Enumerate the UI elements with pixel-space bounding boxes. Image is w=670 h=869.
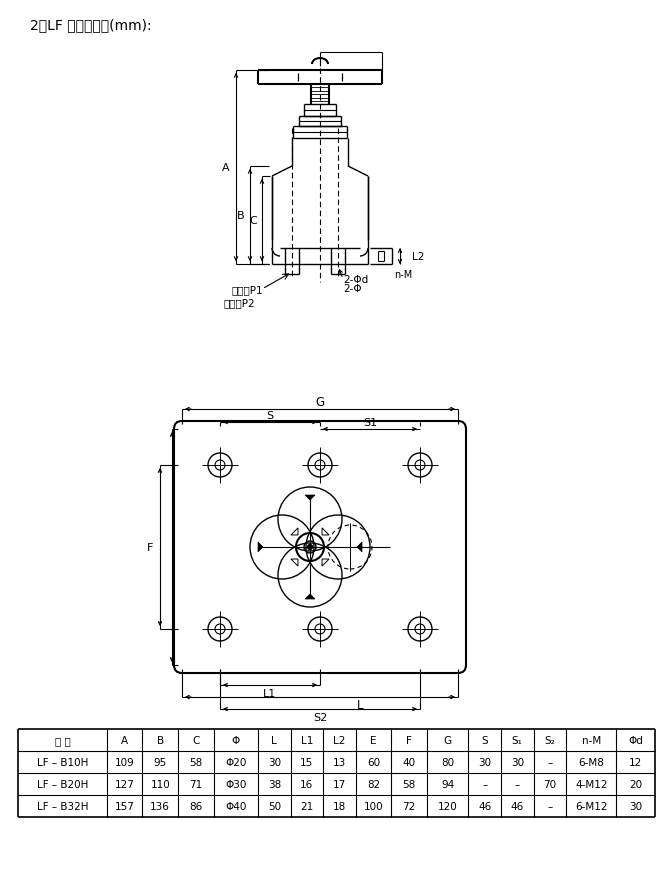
Text: n-M: n-M (582, 735, 601, 745)
Polygon shape (305, 495, 315, 501)
Text: L2: L2 (333, 735, 346, 745)
Text: S₂: S₂ (545, 735, 555, 745)
Polygon shape (357, 542, 362, 553)
Text: 72: 72 (403, 801, 415, 811)
Text: n-M: n-M (394, 269, 412, 280)
Text: 出油口P2: 出油口P2 (224, 298, 256, 308)
Text: 12: 12 (629, 757, 643, 767)
Text: A: A (121, 735, 128, 745)
Text: S2: S2 (313, 713, 327, 722)
Text: 13: 13 (333, 757, 346, 767)
Text: L1: L1 (301, 735, 313, 745)
Text: 30: 30 (268, 757, 281, 767)
Text: 80: 80 (441, 757, 454, 767)
Text: 71: 71 (189, 779, 202, 789)
Text: 4-M12: 4-M12 (575, 779, 608, 789)
Text: S: S (267, 410, 273, 421)
Text: A: A (222, 163, 230, 173)
Text: 30: 30 (629, 801, 643, 811)
Text: 型 号: 型 号 (54, 735, 70, 745)
Text: 17: 17 (333, 779, 346, 789)
Text: 40: 40 (403, 757, 415, 767)
Polygon shape (258, 542, 263, 553)
Text: 46: 46 (478, 801, 491, 811)
Text: –: – (547, 757, 553, 767)
Text: Φd: Φd (628, 735, 643, 745)
Text: 60: 60 (367, 757, 380, 767)
Text: C: C (249, 216, 257, 226)
Text: G: G (316, 396, 324, 409)
Text: LF – B20H: LF – B20H (37, 779, 88, 789)
Text: 18: 18 (333, 801, 346, 811)
Text: 109: 109 (115, 757, 135, 767)
Text: Φ20: Φ20 (225, 757, 247, 767)
Text: 进油口P1: 进油口P1 (232, 285, 263, 295)
Text: 6-M12: 6-M12 (575, 801, 608, 811)
Text: 86: 86 (189, 801, 202, 811)
Text: 20: 20 (629, 779, 643, 789)
Text: 38: 38 (267, 779, 281, 789)
Text: G: G (444, 735, 452, 745)
Text: C: C (192, 735, 200, 745)
Text: 16: 16 (300, 779, 314, 789)
Text: Φ: Φ (232, 735, 240, 745)
Text: F: F (406, 735, 412, 745)
Text: 50: 50 (268, 801, 281, 811)
Text: 100: 100 (364, 801, 383, 811)
Text: 46: 46 (511, 801, 524, 811)
Polygon shape (305, 594, 315, 600)
Text: Φ40: Φ40 (225, 801, 247, 811)
Text: 30: 30 (511, 757, 524, 767)
Text: –: – (515, 779, 520, 789)
Text: 21: 21 (300, 801, 314, 811)
Text: B: B (237, 211, 245, 221)
Text: E: E (371, 735, 377, 745)
Text: 6-M8: 6-M8 (578, 757, 604, 767)
Text: –: – (547, 801, 553, 811)
Text: 30: 30 (478, 757, 491, 767)
Text: L: L (356, 699, 363, 712)
Text: Φ30: Φ30 (225, 779, 247, 789)
Circle shape (308, 545, 312, 550)
Text: 110: 110 (150, 779, 170, 789)
Text: 95: 95 (153, 757, 167, 767)
Text: S1: S1 (363, 417, 377, 428)
Text: 70: 70 (543, 779, 556, 789)
Text: S₁: S₁ (512, 735, 523, 745)
Text: 82: 82 (367, 779, 380, 789)
Text: 58: 58 (189, 757, 202, 767)
Text: LF – B32H: LF – B32H (37, 801, 88, 811)
Text: 127: 127 (115, 779, 135, 789)
Text: F: F (147, 542, 153, 553)
Text: B: B (157, 735, 163, 745)
Text: –: – (482, 779, 487, 789)
Text: 157: 157 (115, 801, 135, 811)
Text: S: S (481, 735, 488, 745)
Text: 94: 94 (441, 779, 454, 789)
Text: 58: 58 (403, 779, 415, 789)
Text: 2、LF 型板式连接(mm):: 2、LF 型板式连接(mm): (30, 18, 151, 32)
FancyBboxPatch shape (174, 421, 466, 673)
Text: 2-Φ: 2-Φ (343, 283, 362, 294)
Text: L1: L1 (263, 688, 277, 698)
Text: 2-Φd: 2-Φd (343, 275, 369, 285)
Text: L: L (271, 735, 277, 745)
Text: LF – B10H: LF – B10H (37, 757, 88, 767)
Text: 136: 136 (150, 801, 170, 811)
Text: L2: L2 (412, 252, 424, 262)
Text: 15: 15 (300, 757, 314, 767)
Text: 120: 120 (438, 801, 458, 811)
